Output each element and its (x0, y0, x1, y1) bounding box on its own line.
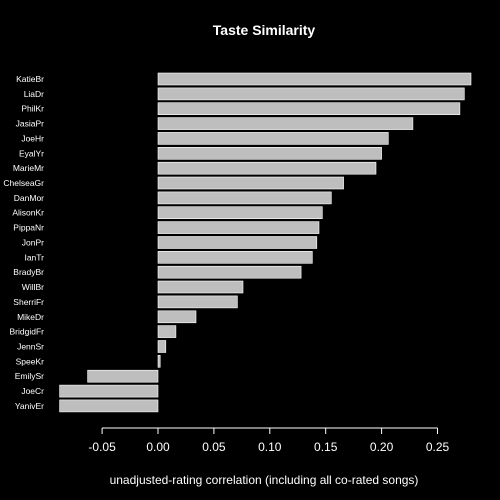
bar-EyalYr (157, 147, 382, 160)
bar-MikeDr (157, 310, 197, 324)
bar-LiaDr (157, 87, 465, 101)
bar-SherriFr (157, 295, 238, 309)
bar-WillBr (157, 280, 244, 294)
category-label-AlisonKr: AlisonKr (12, 208, 44, 218)
category-label-BradyBr: BradyBr (13, 267, 44, 277)
category-label-YanivEr: YanivEr (15, 401, 44, 411)
x-tick-label: 0.20 (370, 440, 394, 454)
category-label-MarieMr: MarieMr (13, 163, 44, 173)
category-label-EmilySr: EmilySr (15, 371, 44, 381)
bar-JonPr (157, 236, 318, 249)
x-tick-label: 0.15 (314, 440, 338, 454)
bar-JoeHr (157, 132, 389, 145)
bar-DanMor (157, 191, 332, 205)
category-label-JoeHr: JoeHr (21, 133, 44, 143)
bars-group (59, 72, 472, 413)
bar-ChelseaGr (157, 176, 344, 190)
bar-BradyBr (157, 265, 302, 279)
category-label-JasiaPr: JasiaPr (16, 119, 45, 129)
category-label-ChelseaGr: ChelseaGr (3, 178, 44, 188)
x-axis-label: unadjusted-rating correlation (including… (110, 473, 419, 487)
bar-JoeCr (59, 384, 159, 398)
category-label-PippaNr: PippaNr (13, 223, 44, 233)
bar-AlisonKr (157, 206, 323, 219)
bar-JasiaPr (157, 117, 414, 130)
bar-BridgidFr (157, 325, 177, 338)
chart-title: Taste Similarity (213, 22, 316, 38)
category-label-MikeDr: MikeDr (17, 312, 44, 322)
bar-KatieBr (157, 72, 472, 86)
category-label-WillBr: WillBr (22, 282, 44, 292)
bar-SpeeKr (157, 354, 161, 368)
bar-PhilKr (157, 102, 461, 115)
category-label-IanTr: IanTr (24, 252, 44, 262)
category-label-KatieBr: KatieBr (16, 74, 44, 84)
category-label-JoeCr: JoeCr (21, 386, 44, 396)
bar-JennSr (157, 340, 167, 353)
x-tick-label: 0.00 (146, 440, 170, 454)
category-label-SpeeKr: SpeeKr (16, 356, 45, 366)
bar-PippaNr (157, 221, 320, 234)
category-label-BridgidFr: BridgidFr (10, 327, 45, 337)
category-label-PhilKr: PhilKr (21, 104, 44, 114)
category-label-LiaDr: LiaDr (24, 89, 44, 99)
x-tick-label: 0.10 (258, 440, 282, 454)
category-label-DanMor: DanMor (14, 193, 44, 203)
x-tick-label: -0.05 (88, 440, 116, 454)
category-label-JonPr: JonPr (22, 238, 44, 248)
x-tick-label: 0.05 (202, 440, 226, 454)
category-label-SherriFr: SherriFr (13, 297, 44, 307)
bar-MarieMr (157, 161, 377, 175)
category-label-JennSr: JennSr (17, 342, 44, 352)
x-tick-label: 0.25 (426, 440, 450, 454)
bar-EmilySr (87, 369, 159, 383)
x-axis: -0.05 0.00 0.05 0.10 0.15 0.20 0.25 (88, 427, 450, 454)
category-label-EyalYr: EyalYr (19, 148, 44, 158)
bar-IanTr (157, 251, 313, 264)
category-labels: KatieBr LiaDr PhilKr JasiaPr JoeHr EyalYr Mari… (3, 74, 44, 411)
bar-YanivEr (59, 399, 159, 413)
